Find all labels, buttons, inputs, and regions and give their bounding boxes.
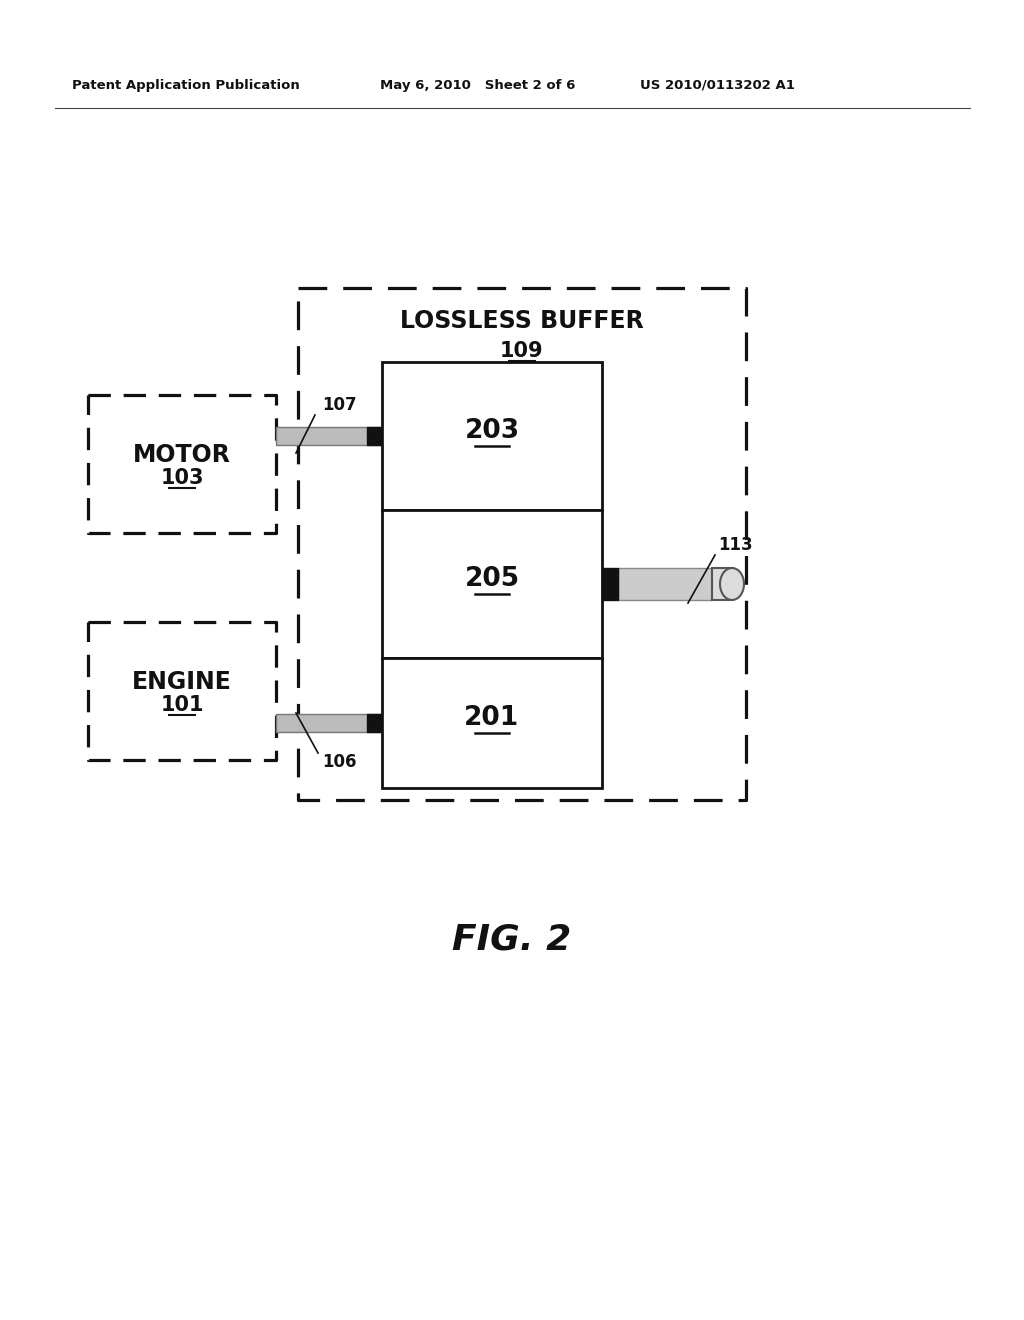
Text: 113: 113 <box>718 536 753 554</box>
Bar <box>367 714 382 733</box>
Text: 205: 205 <box>465 566 519 591</box>
Text: 101: 101 <box>160 696 204 715</box>
Ellipse shape <box>720 568 744 601</box>
Bar <box>382 362 602 510</box>
Text: MOTOR: MOTOR <box>133 444 231 467</box>
Bar <box>382 657 602 788</box>
Text: US 2010/0113202 A1: US 2010/0113202 A1 <box>640 78 795 91</box>
Text: 201: 201 <box>464 705 519 731</box>
Text: 106: 106 <box>322 752 356 771</box>
Text: 203: 203 <box>465 418 519 444</box>
Text: 103: 103 <box>160 469 204 488</box>
Text: FIG. 2: FIG. 2 <box>453 923 571 957</box>
Text: 107: 107 <box>322 396 356 414</box>
Text: May 6, 2010   Sheet 2 of 6: May 6, 2010 Sheet 2 of 6 <box>380 78 575 91</box>
Text: Patent Application Publication: Patent Application Publication <box>72 78 300 91</box>
Bar <box>712 568 732 601</box>
Bar <box>367 426 382 445</box>
Bar <box>276 714 382 733</box>
Bar <box>602 568 618 601</box>
Bar <box>382 510 602 657</box>
Bar <box>276 426 382 445</box>
Text: 109: 109 <box>500 341 544 360</box>
Bar <box>618 568 712 601</box>
Text: LOSSLESS BUFFER: LOSSLESS BUFFER <box>400 309 644 333</box>
Text: ENGINE: ENGINE <box>132 671 232 694</box>
